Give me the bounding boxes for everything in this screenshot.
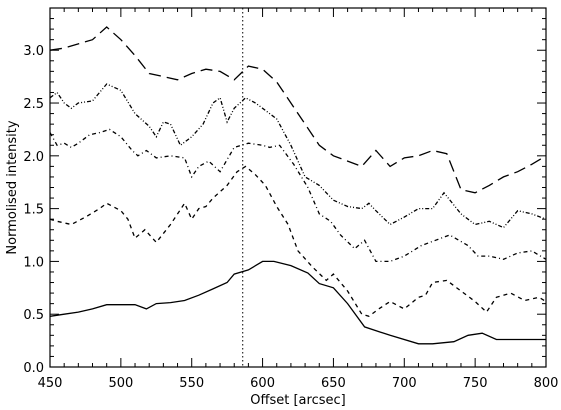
x-tick-label: 750 xyxy=(463,376,488,391)
series-line-dash-dot-dot xyxy=(49,83,547,229)
x-tick-label: 700 xyxy=(392,376,417,391)
x-tick-label: 450 xyxy=(38,376,63,391)
y-tick-label: 0.0 xyxy=(23,361,44,376)
x-tick-labels: 450 500 550 600 650 700 750 800 xyxy=(38,376,559,391)
y-tick-label: 1.0 xyxy=(23,255,44,270)
y-tick-label: 1.5 xyxy=(23,203,44,218)
x-tick-label: 650 xyxy=(321,376,346,391)
y-axis-label: Normolised intensity xyxy=(5,120,20,254)
series-line-dash-dot xyxy=(49,128,547,263)
series-line-long-dash xyxy=(49,26,547,194)
x-tick-label: 600 xyxy=(250,376,275,391)
series-layer xyxy=(49,26,547,345)
plot-frame xyxy=(49,7,547,368)
y-tick-label: 0.5 xyxy=(23,308,44,323)
y-tick-label: 2.5 xyxy=(23,97,44,112)
y-tick-label: 3.0 xyxy=(23,44,44,59)
x-axis-label: Offset [arcsec] xyxy=(250,393,345,408)
x-tick-label: 800 xyxy=(534,376,559,391)
ticks-layer xyxy=(50,7,546,367)
x-tick-label: 500 xyxy=(108,376,133,391)
x-tick-label: 550 xyxy=(179,376,204,391)
series-line-solid xyxy=(49,260,546,345)
y-tick-labels: 0.0 0.5 1.0 1.5 2.0 2.5 3.0 xyxy=(23,44,44,376)
y-tick-label: 2.0 xyxy=(23,150,44,165)
series-line-dashed xyxy=(49,165,547,318)
